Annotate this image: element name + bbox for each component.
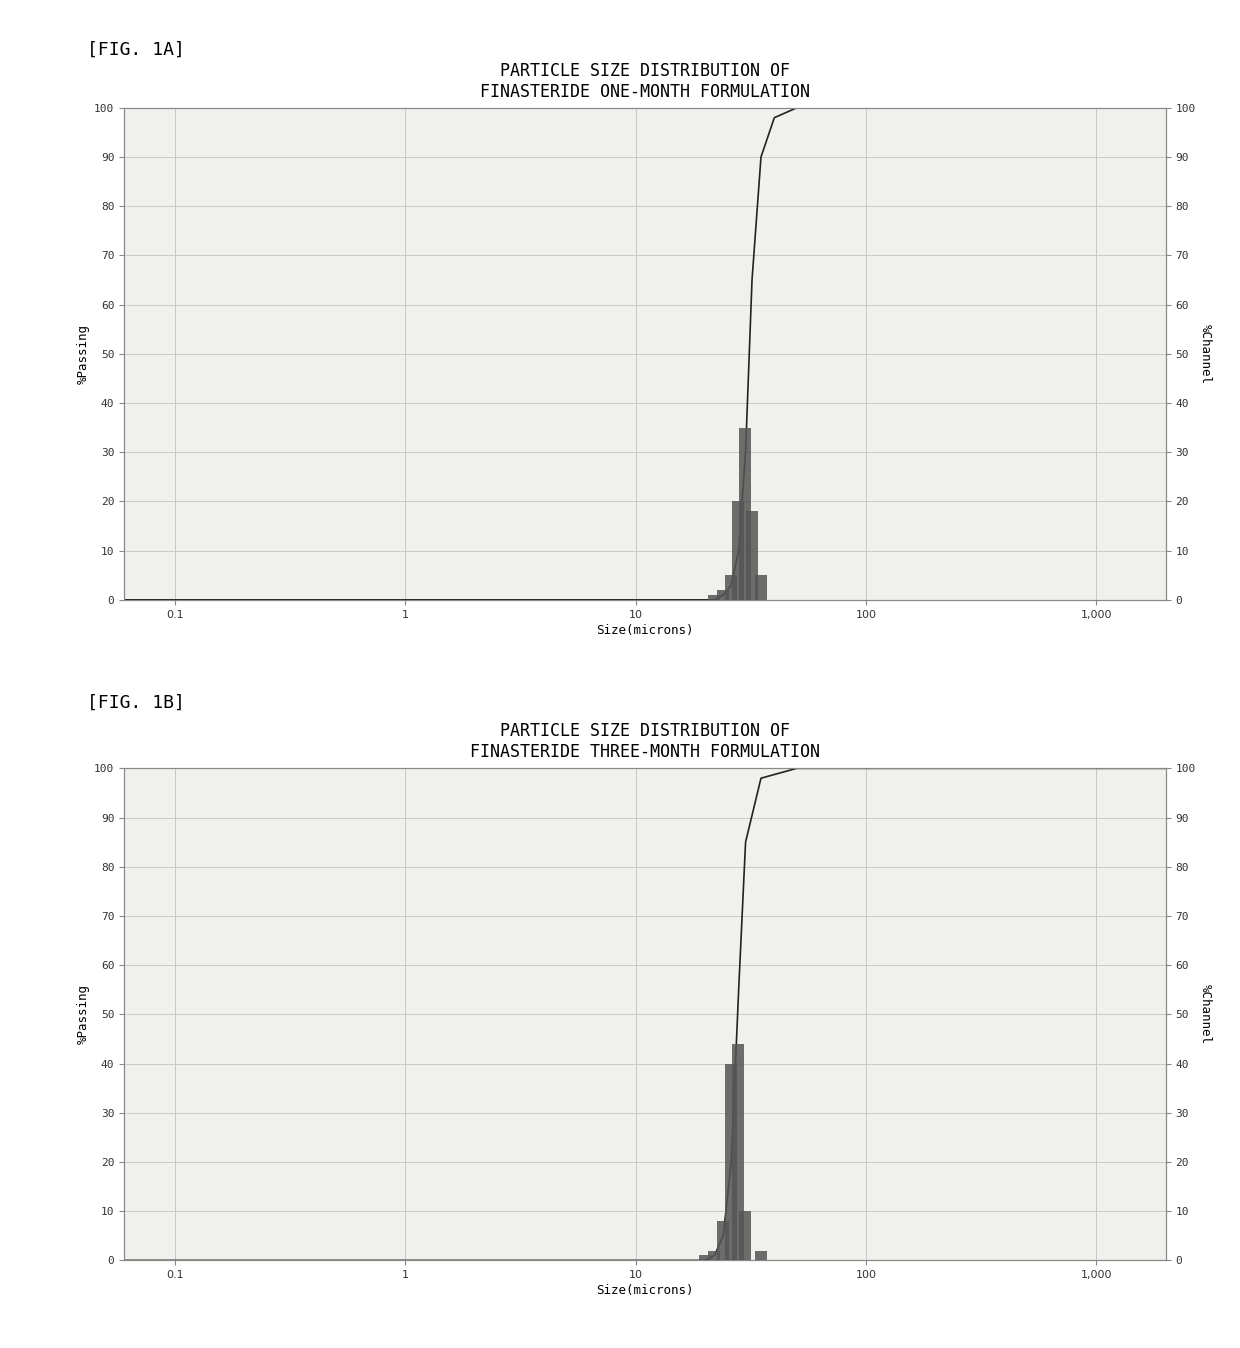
Text: [FIG. 1A]: [FIG. 1A] [87, 40, 185, 58]
Bar [708, 1251, 720, 1260]
Bar [733, 1043, 744, 1260]
Bar [717, 1221, 729, 1260]
Bar [708, 594, 720, 600]
Bar [717, 590, 729, 600]
Text: [FIG. 1B]: [FIG. 1B] [87, 694, 185, 712]
Bar [739, 1211, 751, 1260]
Y-axis label: %Channel: %Channel [1199, 984, 1213, 1045]
Title: PARTICLE SIZE DISTRIBUTION OF
FINASTERIDE ONE-MONTH FORMULATION: PARTICLE SIZE DISTRIBUTION OF FINASTERID… [480, 62, 810, 101]
Y-axis label: %Channel: %Channel [1199, 324, 1213, 384]
Bar [755, 1251, 766, 1260]
Bar [745, 511, 758, 600]
Bar [733, 501, 744, 600]
X-axis label: Size(microns): Size(microns) [596, 1285, 693, 1297]
Bar [755, 576, 766, 600]
Bar [739, 427, 751, 600]
Y-axis label: %Passing: %Passing [77, 324, 89, 384]
Y-axis label: %Passing: %Passing [77, 984, 89, 1045]
Bar [725, 576, 737, 600]
Bar [725, 1064, 737, 1260]
Title: PARTICLE SIZE DISTRIBUTION OF
FINASTERIDE THREE-MONTH FORMULATION: PARTICLE SIZE DISTRIBUTION OF FINASTERID… [470, 723, 820, 762]
Bar [699, 1255, 711, 1260]
X-axis label: Size(microns): Size(microns) [596, 624, 693, 636]
